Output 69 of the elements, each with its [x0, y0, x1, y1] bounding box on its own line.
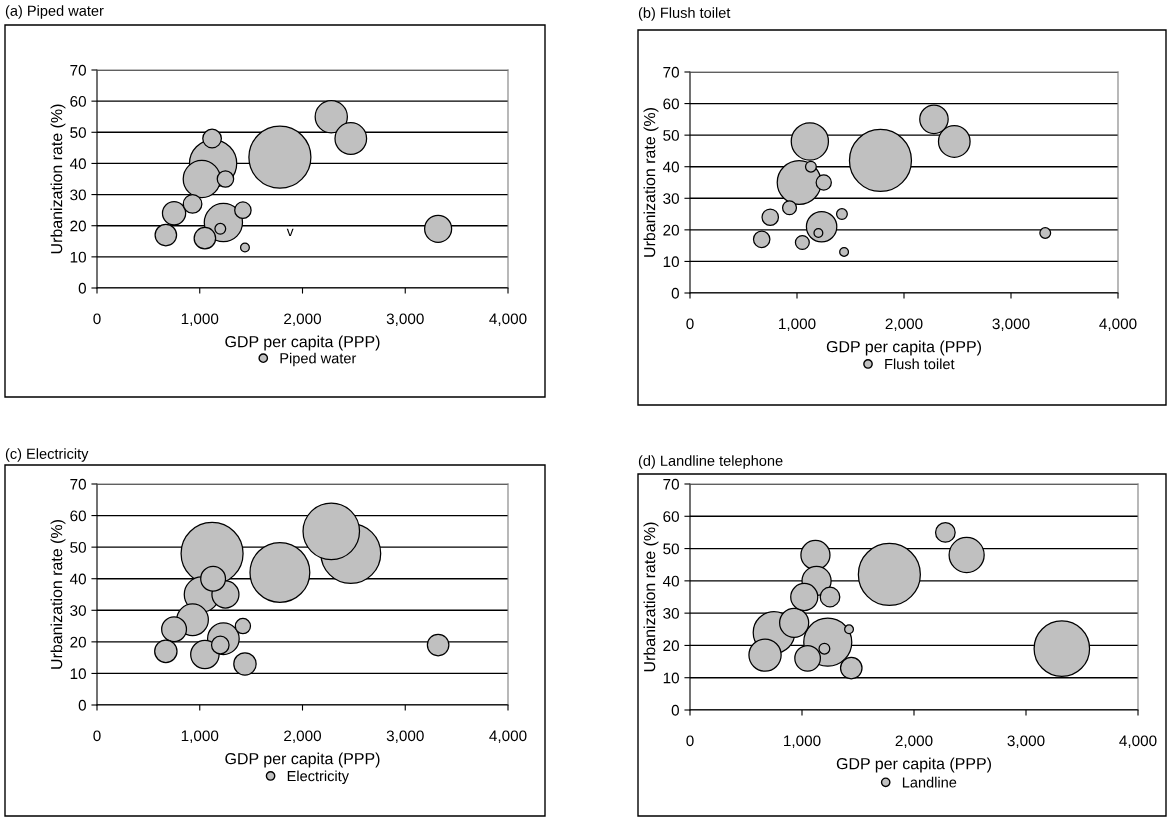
x-tick-label: 4,000: [1119, 735, 1157, 749]
y-tick-label: 70: [663, 478, 679, 490]
y-tick-label: 50: [663, 543, 679, 555]
x-tick-label: 1,000: [181, 730, 219, 744]
y-tick-label: 20: [663, 224, 679, 236]
x-tick-label: 3,000: [992, 318, 1030, 332]
y-tick-label: 0: [671, 704, 679, 716]
y-tick-label: 30: [663, 608, 679, 619]
y-tick-label: 50: [70, 542, 86, 553]
x-tick-label: 1,000: [181, 313, 219, 327]
chart-title: (d) Landline telephone: [638, 455, 783, 469]
y-tick-label: 10: [663, 256, 679, 268]
y-tick-label: 30: [663, 193, 679, 204]
y-axis-title: Urbanization rate (%): [50, 520, 66, 669]
x-tick-label: 4,000: [1099, 318, 1137, 332]
x-tick-label: 0: [686, 318, 694, 330]
x-tick-label: 3,000: [386, 313, 424, 327]
x-tick-label: 4,000: [489, 313, 527, 327]
y-tick-label: 50: [70, 127, 86, 138]
y-tick-label: 0: [78, 282, 86, 294]
chart-title: (b) Flush toilet: [638, 7, 731, 21]
y-tick-label: 10: [70, 251, 86, 263]
y-tick-label: 30: [70, 189, 86, 201]
legend-label: Landline: [902, 776, 957, 788]
y-tick-label: 20: [70, 220, 86, 232]
y-tick-label: 40: [662, 575, 679, 587]
y-axis-title: Urbanization rate (%): [50, 104, 66, 254]
y-tick-label: 60: [663, 511, 679, 522]
y-tick-label: 30: [70, 605, 86, 616]
chart-title: (a) Piped water: [5, 5, 104, 19]
y-tick-label: 60: [663, 98, 679, 110]
y-tick-label: 20: [663, 640, 679, 652]
x-tick-label: 4,000: [489, 730, 527, 744]
x-axis-title: GDP per capita (PPP): [836, 757, 991, 773]
y-tick-label: 40: [69, 573, 86, 585]
y-tick-label: 60: [70, 510, 86, 522]
y-tick-label: 70: [70, 64, 86, 76]
x-tick-label: 2,000: [895, 735, 933, 749]
x-tick-label: 1,000: [779, 318, 816, 332]
y-axis-title: Urbanization rate (%): [643, 522, 659, 672]
x-axis-title: GDP per capita (PPP): [225, 335, 380, 351]
x-tick-label: 2,000: [885, 318, 923, 332]
x-tick-label: 0: [686, 735, 694, 747]
x-axis-title: GDP per capita (PPP): [225, 752, 380, 768]
legend-label: Electricity: [287, 770, 349, 785]
x-tick-label: 1,000: [784, 735, 821, 749]
x-axis-title: GDP per capita (PPP): [826, 340, 981, 356]
y-tick-label: 50: [663, 130, 679, 141]
annotation: v: [286, 228, 294, 236]
y-tick-label: 60: [70, 96, 86, 107]
chart-title: (c) Electricity: [5, 448, 89, 462]
legend-label: Flush toilet: [885, 358, 955, 370]
y-axis-title: Urbanization rate (%): [643, 108, 659, 257]
y-tick-label: 40: [69, 158, 86, 170]
x-tick-label: 2,000: [284, 730, 322, 744]
y-tick-label: 70: [70, 478, 86, 490]
legend-label: Piped water: [280, 352, 357, 367]
y-tick-label: 10: [663, 672, 679, 684]
y-tick-label: 20: [70, 636, 86, 648]
y-tick-label: 10: [70, 668, 86, 680]
x-tick-label: 0: [93, 730, 101, 742]
x-tick-label: 3,000: [1007, 735, 1045, 749]
y-tick-label: 0: [671, 287, 679, 299]
y-tick-label: 40: [662, 161, 679, 173]
x-tick-label: 0: [93, 313, 101, 325]
x-tick-label: 3,000: [386, 730, 424, 744]
x-tick-label: 2,000: [284, 313, 322, 327]
y-tick-label: 0: [78, 699, 86, 711]
y-tick-label: 70: [663, 66, 679, 78]
